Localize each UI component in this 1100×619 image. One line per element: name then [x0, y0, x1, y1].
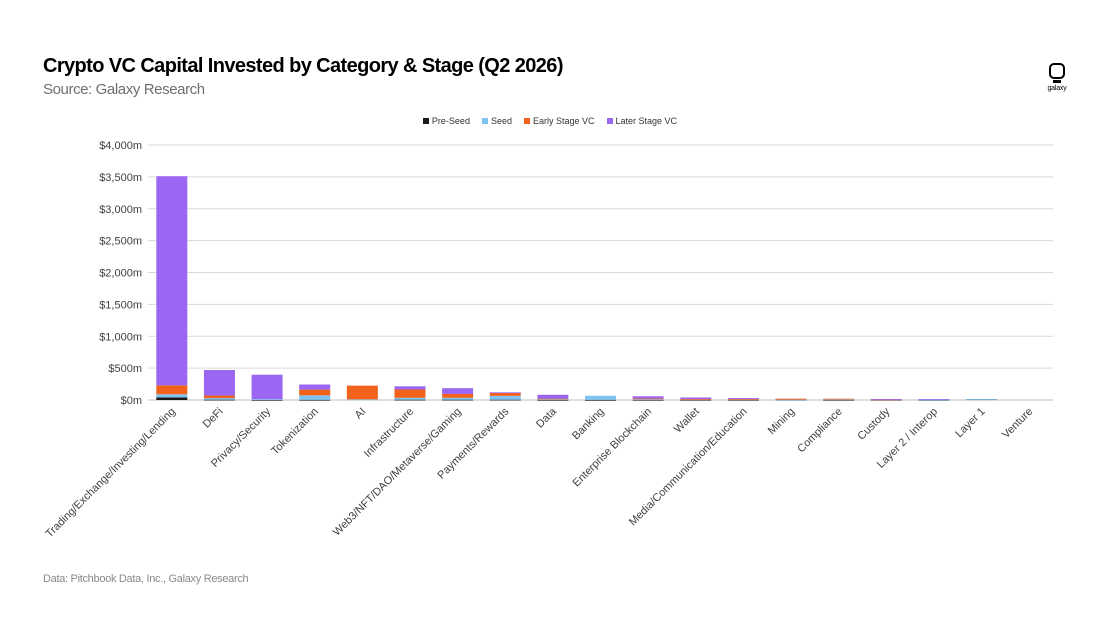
- bar-segment: [156, 176, 188, 386]
- y-tick-label: $1,000m: [99, 331, 142, 343]
- bar-segment: [203, 370, 235, 396]
- bar-segment: [489, 395, 521, 400]
- x-tick-label: Data: [534, 405, 560, 431]
- bar-segment: [585, 399, 616, 401]
- legend-label: Pre-Seed: [431, 116, 470, 126]
- bar-segment: [918, 399, 950, 401]
- x-tick-label: Trading/Exchange/Investing/Lending: [43, 406, 177, 540]
- x-tick-label: Compliance: [795, 406, 845, 456]
- bar-segment: [442, 399, 474, 401]
- x-tick-label: Wallet: [672, 406, 702, 436]
- legend-item: Later Stage VC: [606, 116, 678, 126]
- y-tick-label: $500m: [108, 363, 142, 375]
- bar-segment: [823, 398, 855, 400]
- bar-segment: [489, 399, 521, 401]
- bar-segment: [203, 399, 235, 401]
- bar-segment: [442, 397, 474, 400]
- logo-text: galaxy: [1047, 85, 1067, 92]
- legend-item: Seed: [481, 116, 512, 126]
- bar-segment: [918, 399, 950, 400]
- y-tick-label: $2,000m: [99, 268, 142, 280]
- bar-segment: [727, 398, 759, 400]
- legend-item: Early Stage VC: [523, 116, 595, 126]
- y-tick-label: $4,000m: [99, 140, 142, 152]
- bar-segment: [299, 399, 331, 401]
- x-tick-label: AI: [353, 406, 369, 422]
- bar-segment: [680, 399, 712, 401]
- bar-segment: [870, 399, 902, 400]
- bar-segment: [775, 399, 807, 401]
- y-tick-label: $3,500m: [99, 172, 142, 184]
- bar-segment: [632, 396, 664, 399]
- bar-segment: [632, 399, 664, 400]
- bar-segment: [203, 398, 235, 400]
- legend-item: Pre-Seed: [422, 116, 470, 126]
- legend-swatch: [523, 118, 530, 124]
- bar-segment: [823, 399, 855, 401]
- bar-segment: [966, 399, 998, 400]
- x-tick-label: Banking: [570, 406, 607, 443]
- bar-segment: [632, 398, 664, 400]
- chart-legend: Pre-Seed Seed Early Stage VC Later Stage VC: [0, 116, 1100, 126]
- bar-segment: [251, 374, 283, 400]
- bar-segment: [251, 399, 283, 401]
- y-tick-label: $3,000m: [99, 204, 142, 216]
- legend-swatch: [481, 118, 488, 124]
- bar-segment: [442, 388, 474, 394]
- y-tick-label: $0m: [121, 395, 142, 407]
- bar-segment: [489, 392, 521, 394]
- bar-segment: [299, 389, 331, 396]
- bar-segment: [394, 389, 426, 398]
- bar-segment: [680, 399, 712, 400]
- bar-segment: [823, 399, 855, 401]
- bar-segment: [203, 395, 235, 399]
- x-tick-label: Enterprise Blockchain: [571, 406, 655, 490]
- bar-segment: [394, 399, 426, 401]
- bar-segment: [680, 397, 712, 400]
- bar-segment: [299, 384, 331, 390]
- bar-segment: [442, 393, 474, 398]
- x-tick-label: DeFi: [201, 406, 226, 431]
- x-tick-label: Tokenization: [269, 406, 321, 458]
- x-tick-label: Venture: [1000, 406, 1035, 441]
- chart-title: Crypto VC Capital Invested by Category &…: [43, 55, 563, 77]
- bar-segment: [156, 397, 188, 400]
- bar-segment: [156, 385, 188, 395]
- bar-segment: [727, 399, 759, 400]
- y-tick-label: $2,500m: [99, 236, 142, 248]
- bar-segment: [537, 399, 569, 401]
- x-tick-label: Custody: [855, 405, 892, 442]
- bar-segment: [775, 398, 807, 400]
- x-tick-label: Mining: [766, 406, 797, 437]
- legend-label: Early Stage VC: [532, 116, 595, 126]
- legend-swatch: [606, 118, 613, 124]
- y-tick-label: $1,500m: [99, 299, 142, 311]
- bar-segment: [537, 398, 569, 400]
- bar-segment: [299, 395, 331, 400]
- legend-label: Later Stage VC: [615, 116, 678, 126]
- bar-segment: [537, 394, 569, 399]
- bar-segment: [346, 385, 378, 400]
- galaxy-logo-icon: [1049, 63, 1065, 83]
- legend-swatch: [422, 118, 429, 124]
- legend-label: Seed: [490, 116, 512, 126]
- bar-segment: [394, 386, 426, 390]
- chart-subtitle: Source: Galaxy Research: [43, 81, 205, 98]
- bar-segment: [489, 392, 521, 396]
- x-tick-label: Layer 1: [953, 406, 987, 440]
- galaxy-logo: galaxy: [1040, 63, 1074, 92]
- bar-segment: [632, 399, 664, 401]
- bar-segment: [156, 394, 188, 398]
- data-source-note: Data: Pitchbook Data, Inc., Galaxy Resea…: [43, 573, 249, 585]
- bar-segment: [394, 397, 426, 400]
- bar-segment: [346, 399, 378, 401]
- bar-segment: [251, 399, 283, 401]
- bar-segment: [537, 399, 569, 401]
- bar-segment: [585, 395, 616, 400]
- bar-segment: [727, 399, 759, 401]
